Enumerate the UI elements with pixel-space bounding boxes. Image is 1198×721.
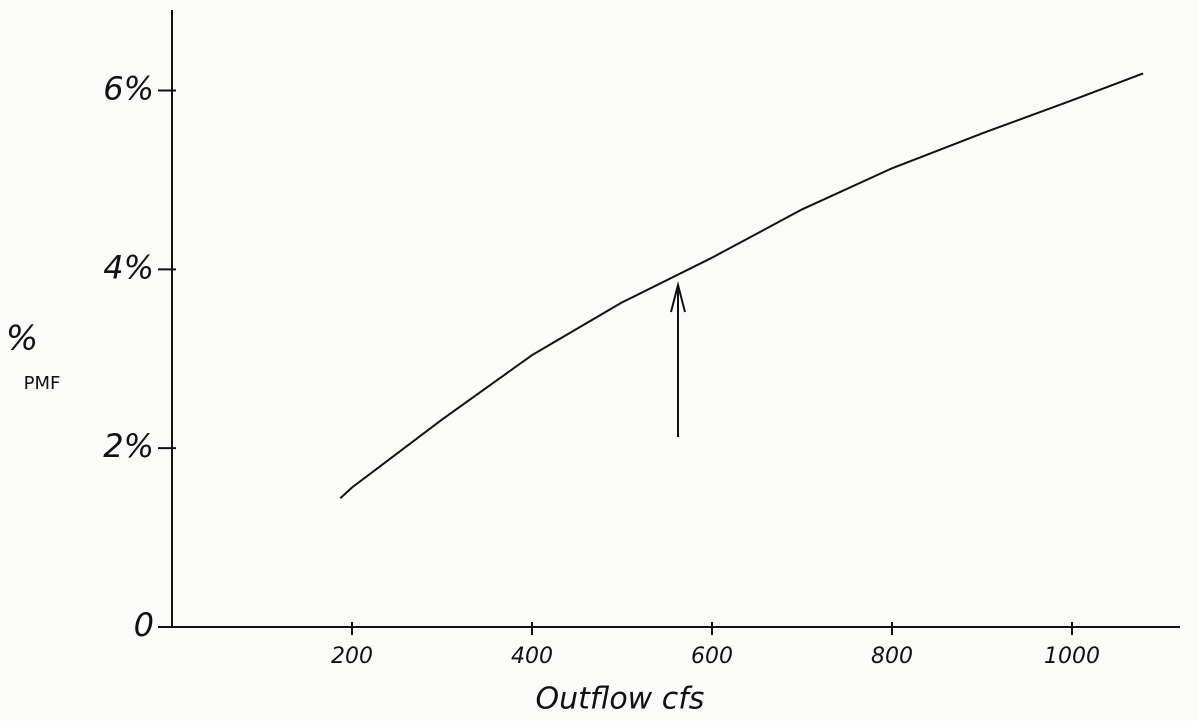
y-tick-label: 4% [103, 248, 154, 286]
x-tick-label: 800 [871, 644, 913, 669]
page: Outflow cfs % PMF 0 2% 4% 6% 200 400 600 800 100… [0, 0, 1198, 721]
x-tick-label: 400 [511, 644, 553, 669]
y-axis-label: PMF [24, 373, 61, 394]
chart: Outflow cfs % PMF 0 2% 4% 6% 200 400 600 800 100… [0, 0, 1198, 721]
x-tick-label: 200 [331, 644, 373, 669]
x-axis-label: Outflow cfs [536, 682, 705, 717]
x-tick-label: 600 [691, 644, 733, 669]
y-tick-label: 0 [134, 606, 154, 644]
y-tick-label: 6% [103, 69, 154, 107]
x-tick-label: 1000 [1044, 644, 1100, 669]
y-tick-label: 2% [103, 427, 154, 465]
background [0, 0, 1198, 721]
y-axis-label: % [6, 319, 38, 359]
